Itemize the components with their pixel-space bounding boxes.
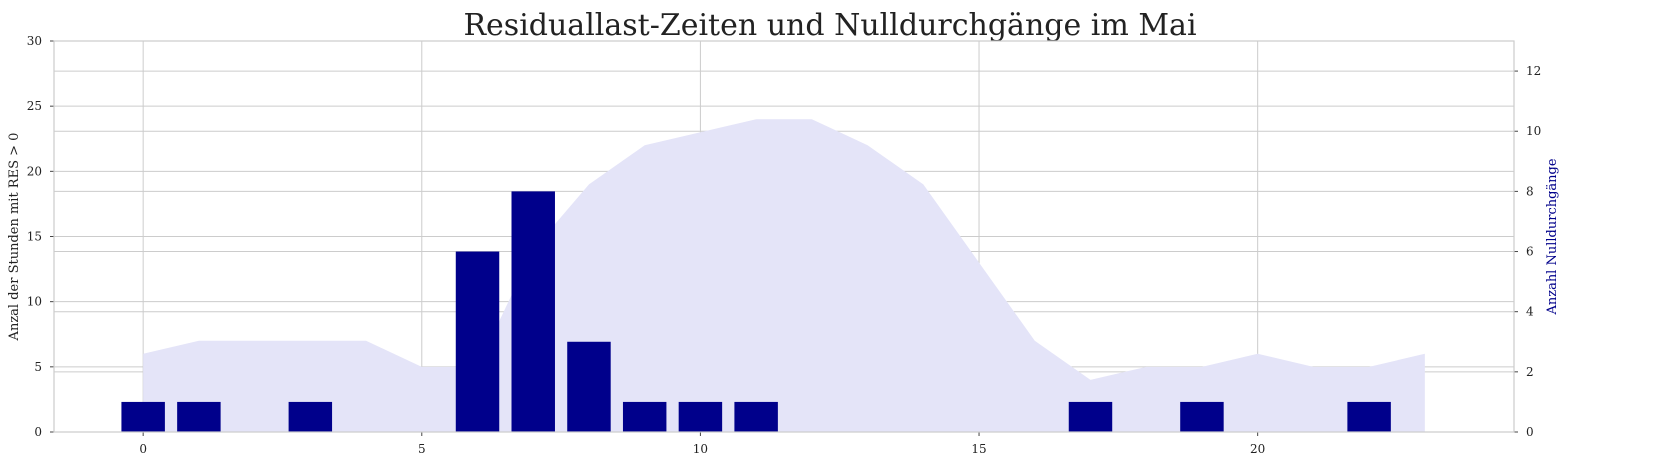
bar: [1347, 401, 1391, 432]
bar: [177, 401, 221, 432]
y-left-tick-label: 25: [27, 99, 42, 113]
y-right-tick-label: 12: [1526, 64, 1541, 78]
bar: [678, 401, 723, 432]
y-axis-label-right: Anzahl Nulldurchgänge: [1545, 158, 1560, 315]
y-right-tick-label: 0: [1526, 425, 1534, 439]
bar: [511, 191, 555, 432]
area-layer: [143, 119, 1425, 432]
axes: 0 5 10 15 20 0 5 10 15 20 25 30 0 2 4 6 8 10 12: [27, 34, 1542, 456]
y-right-tick-label: 8: [1526, 184, 1534, 198]
y-right-tick-label: 6: [1526, 245, 1534, 259]
y-right-tick-label: 4: [1526, 305, 1534, 319]
chart-title: Residuallast-Zeiten und Nulldurchgänge i…: [463, 8, 1196, 43]
y-right-tick-label: 2: [1526, 365, 1534, 379]
y-left-tick-label: 20: [27, 164, 42, 178]
y-left-tick-label: 30: [27, 34, 42, 48]
bar: [288, 401, 333, 432]
y-left-tick-label: 15: [27, 230, 42, 244]
y-left-tick-label: 5: [34, 360, 42, 374]
y-left-tick-label: 0: [34, 425, 42, 439]
area-series: [143, 119, 1425, 432]
bar: [455, 251, 500, 432]
x-tick-label: 10: [693, 442, 708, 456]
bar: [567, 341, 611, 432]
y-right-tick-label: 10: [1526, 124, 1541, 138]
bar: [1180, 401, 1224, 432]
y-axis-label-left: Anzal der Stunden mit RES > 0: [7, 133, 22, 342]
bar: [734, 401, 778, 432]
bar: [1068, 401, 1113, 432]
x-tick-label: 0: [139, 442, 147, 456]
bar-layer: [121, 191, 1391, 432]
x-tick-label: 15: [971, 442, 986, 456]
x-tick-label: 5: [418, 442, 426, 456]
bar: [622, 401, 667, 432]
x-tick-label: 20: [1250, 442, 1265, 456]
bar: [121, 401, 165, 432]
plot-frame: [53, 40, 1515, 433]
y-left-tick-label: 10: [27, 295, 42, 309]
